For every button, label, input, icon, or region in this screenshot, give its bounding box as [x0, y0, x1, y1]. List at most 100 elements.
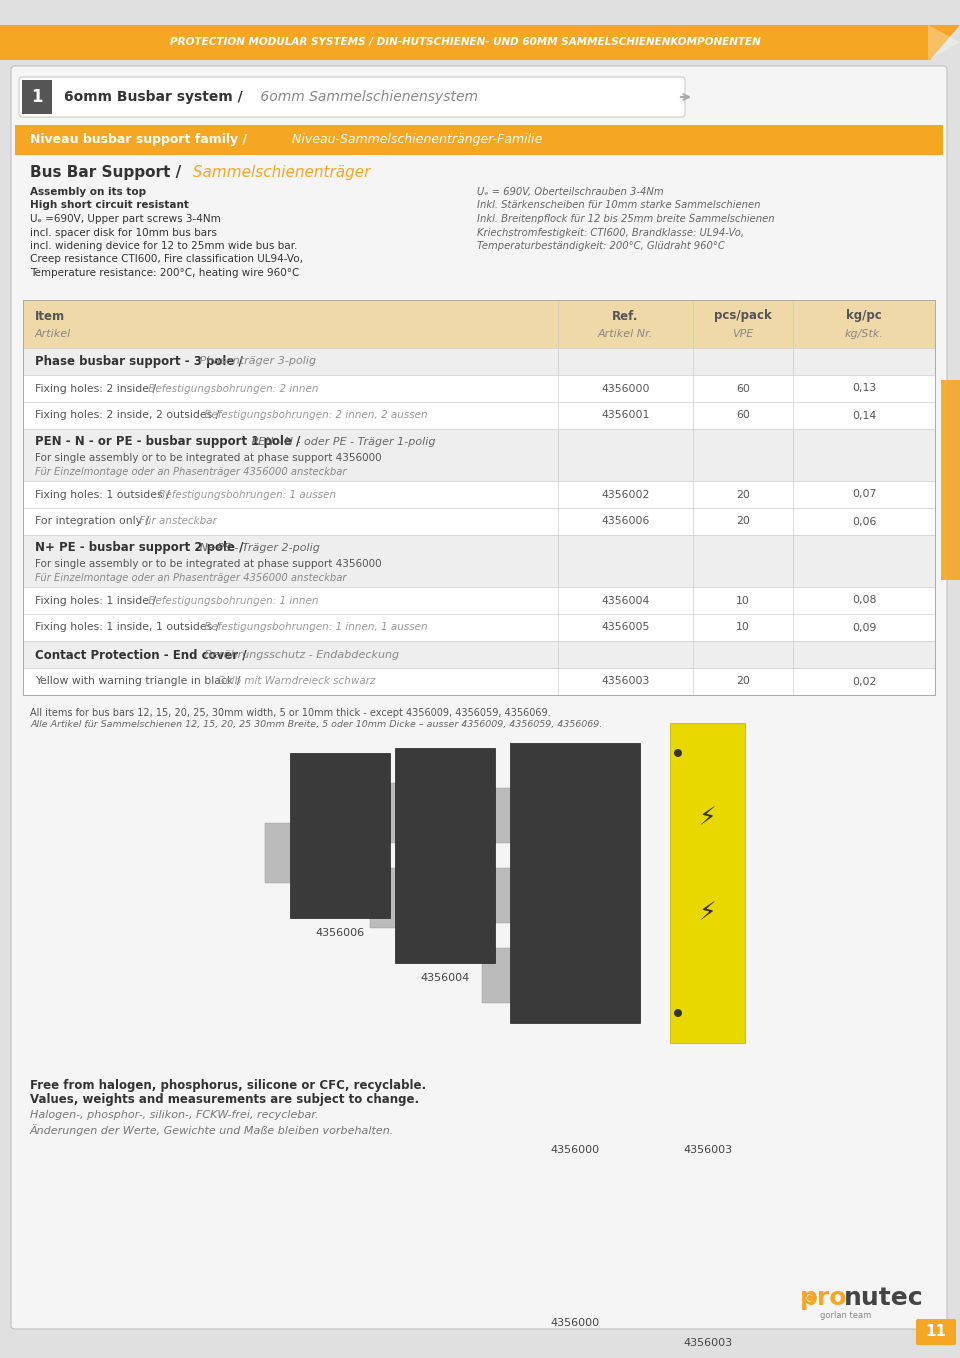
Text: 10: 10 [736, 596, 750, 606]
Text: 0,07: 0,07 [852, 489, 876, 500]
Text: 4356003: 4356003 [683, 1145, 732, 1156]
Bar [15, 125, 943, 155]
Text: 4356000: 4356000 [601, 383, 650, 394]
Bar [290, 752, 390, 918]
Bar [23, 587, 935, 614]
Text: Yellow with warning triangle in black /: Yellow with warning triangle in black / [35, 676, 240, 687]
Bar [23, 348, 935, 375]
Bar [482, 868, 514, 923]
Bar [23, 668, 935, 695]
Text: Befestigungsbohrungen: 2 innen: Befestigungsbohrungen: 2 innen [145, 383, 319, 394]
Text: 4356005: 4356005 [601, 622, 650, 633]
Bar [23, 641, 935, 668]
Bar [941, 380, 960, 580]
Text: Temperature resistance: 200°C, heating wire 960°C: Temperature resistance: 200°C, heating w… [30, 268, 300, 278]
Text: PEN - N - or PE - busbar support 1 pole /: PEN - N - or PE - busbar support 1 pole … [35, 436, 300, 448]
Text: 6omm Busbar system /: 6omm Busbar system / [64, 90, 243, 105]
Text: 1: 1 [32, 88, 43, 106]
Text: 4356002: 4356002 [601, 489, 650, 500]
Text: 4356000: 4356000 [550, 1145, 600, 1156]
Text: Phase busbar support - 3 pole /: Phase busbar support - 3 pole / [35, 354, 243, 368]
Text: Niveau-Sammelschienentränger-Familie: Niveau-Sammelschienentränger-Familie [288, 133, 542, 147]
Text: Phasenträger 3-polig: Phasenträger 3-polig [196, 357, 317, 367]
Bar [23, 481, 935, 508]
Text: Values, weights and measurements are subject to change.: Values, weights and measurements are sub… [30, 1093, 420, 1107]
Text: Sammelschienenträger: Sammelschienenträger [188, 164, 371, 179]
Bar [23, 508, 935, 535]
Text: 4356003: 4356003 [683, 1338, 732, 1348]
Polygon shape [928, 24, 960, 60]
Text: 60: 60 [736, 383, 750, 394]
Bar [265, 823, 295, 883]
Text: 0,08: 0,08 [852, 596, 876, 606]
Text: PEN - N - oder PE - Träger 1-polig: PEN - N - oder PE - Träger 1-polig [249, 437, 436, 447]
Bar [370, 784, 400, 843]
Text: Free from halogen, phosphorus, silicone or CFC, recyclable.: Free from halogen, phosphorus, silicone … [30, 1078, 426, 1092]
Text: Creep resistance CTI600, Fire classification UL94-Vo,: Creep resistance CTI600, Fire classifica… [30, 254, 303, 265]
Text: 20: 20 [736, 676, 750, 687]
Text: 20: 20 [736, 516, 750, 527]
Bar [395, 748, 495, 963]
Text: N+ PE - busbar support 2 pole /: N+ PE - busbar support 2 pole / [35, 542, 244, 554]
Text: Für Einzelmontage oder an Phasenträger 4356000 ansteckbar: Für Einzelmontage oder an Phasenträger 4… [35, 467, 347, 477]
Text: 60: 60 [736, 410, 750, 421]
Bar [22, 80, 52, 114]
Text: 10: 10 [736, 622, 750, 633]
Text: 4356000: 4356000 [550, 1319, 600, 1328]
Text: Befestigungsbohrungen: 1 innen, 1 aussen: Befestigungsbohrungen: 1 innen, 1 aussen [201, 622, 427, 633]
Text: 0,06: 0,06 [852, 516, 876, 527]
Bar [510, 743, 640, 1023]
Text: 0,13: 0,13 [852, 383, 876, 394]
Text: 0,14: 0,14 [852, 410, 876, 421]
Bar [370, 868, 400, 928]
Text: 6omm Sammelschienensystem: 6omm Sammelschienensystem [256, 90, 478, 105]
Text: Uₑ =690V, Upper part screws 3-4Nm: Uₑ =690V, Upper part screws 3-4Nm [30, 215, 221, 224]
Text: nutec: nutec [844, 1286, 924, 1310]
Text: VPE: VPE [732, 329, 754, 340]
Text: High short circuit resistant: High short circuit resistant [30, 201, 189, 210]
Text: Alle Artikel für Sammelschienen 12, 15, 20, 25 30mm Breite, 5 oder 10mm Dicke – : Alle Artikel für Sammelschienen 12, 15, … [30, 721, 602, 729]
Bar [23, 300, 935, 695]
FancyBboxPatch shape [19, 77, 685, 117]
Text: incl. widening device for 12 to 25mm wide bus bar.: incl. widening device for 12 to 25mm wid… [30, 240, 298, 251]
Text: 4356003: 4356003 [601, 676, 650, 687]
Text: Inkl. Breitenpflock für 12 bis 25mm breite Sammelschienen: Inkl. Breitenpflock für 12 bis 25mm brei… [477, 215, 775, 224]
Text: Halogen-, phosphor-, silikon-, FCKW-frei, recyclebar.: Halogen-, phosphor-, silikon-, FCKW-frei… [30, 1109, 319, 1120]
Text: 0,09: 0,09 [852, 622, 876, 633]
Text: 4356006: 4356006 [601, 516, 650, 527]
Text: Für ansteckbar: Für ansteckbar [136, 516, 217, 527]
Bar [482, 788, 514, 843]
Bar [670, 722, 745, 1043]
Text: Fixing holes: 2 inside /: Fixing holes: 2 inside / [35, 383, 156, 394]
Text: 11: 11 [925, 1324, 947, 1339]
Text: 20: 20 [736, 489, 750, 500]
Text: N+PE - Träger 2-polig: N+PE - Träger 2-polig [196, 543, 320, 553]
Text: PROTECTION MODULAR SYSTEMS / DIN-HUTSCHIENEN- UND 60MM SAMMELSCHIENENKOMPONENTEN: PROTECTION MODULAR SYSTEMS / DIN-HUTSCHI… [170, 37, 760, 48]
Polygon shape [0, 24, 960, 60]
Text: Fixing holes: 2 inside, 2 outsides /: Fixing holes: 2 inside, 2 outsides / [35, 410, 220, 421]
Bar [23, 429, 935, 481]
Text: Befestigungsbohrungen: 1 aussen: Befestigungsbohrungen: 1 aussen [155, 489, 336, 500]
Text: All items for bus bars 12, 15, 20, 25, 30mm width, 5 or 10mm thick - except 4356: All items for bus bars 12, 15, 20, 25, 3… [30, 708, 551, 718]
Text: Bus Bar Support /: Bus Bar Support / [30, 164, 181, 179]
Text: Fixing holes: 1 inside, 1 outsides /: Fixing holes: 1 inside, 1 outsides / [35, 622, 220, 633]
Text: Fixing holes: 1 inside /: Fixing holes: 1 inside / [35, 596, 156, 606]
Text: Assembly on its top: Assembly on its top [30, 187, 146, 197]
Text: For single assembly or to be integrated at phase support 4356000: For single assembly or to be integrated … [35, 454, 382, 463]
Text: Befestigungsbohrungen: 2 innen, 2 aussen: Befestigungsbohrungen: 2 innen, 2 aussen [201, 410, 427, 421]
Text: Niveau busbar support family /: Niveau busbar support family / [30, 133, 247, 147]
Text: kg/Stk.: kg/Stk. [845, 329, 883, 340]
Text: Temperaturbeständigkeit: 200°C, Glüdraht 960°C: Temperaturbeständigkeit: 200°C, Glüdraht… [477, 240, 725, 251]
FancyBboxPatch shape [11, 67, 947, 1329]
Text: Kriechstromfestigkeit: CTI600, Brandklasse: UL94-Vo,: Kriechstromfestigkeit: CTI600, Brandklas… [477, 228, 744, 238]
Text: kg/pc: kg/pc [846, 310, 882, 322]
Text: Fixing holes: 1 outsides /: Fixing holes: 1 outsides / [35, 489, 170, 500]
Bar [23, 375, 935, 402]
Text: 0,02: 0,02 [852, 676, 876, 687]
Circle shape [674, 1009, 682, 1017]
Text: Ref.: Ref. [612, 310, 638, 322]
Text: 4356004: 4356004 [420, 972, 469, 983]
Text: Befestigungsbohrungen: 1 innen: Befestigungsbohrungen: 1 innen [145, 596, 319, 606]
Circle shape [807, 1296, 813, 1301]
Text: Änderungen der Werte, Gewichte und Maße bleiben vorbehalten.: Änderungen der Werte, Gewichte und Maße … [30, 1124, 395, 1135]
